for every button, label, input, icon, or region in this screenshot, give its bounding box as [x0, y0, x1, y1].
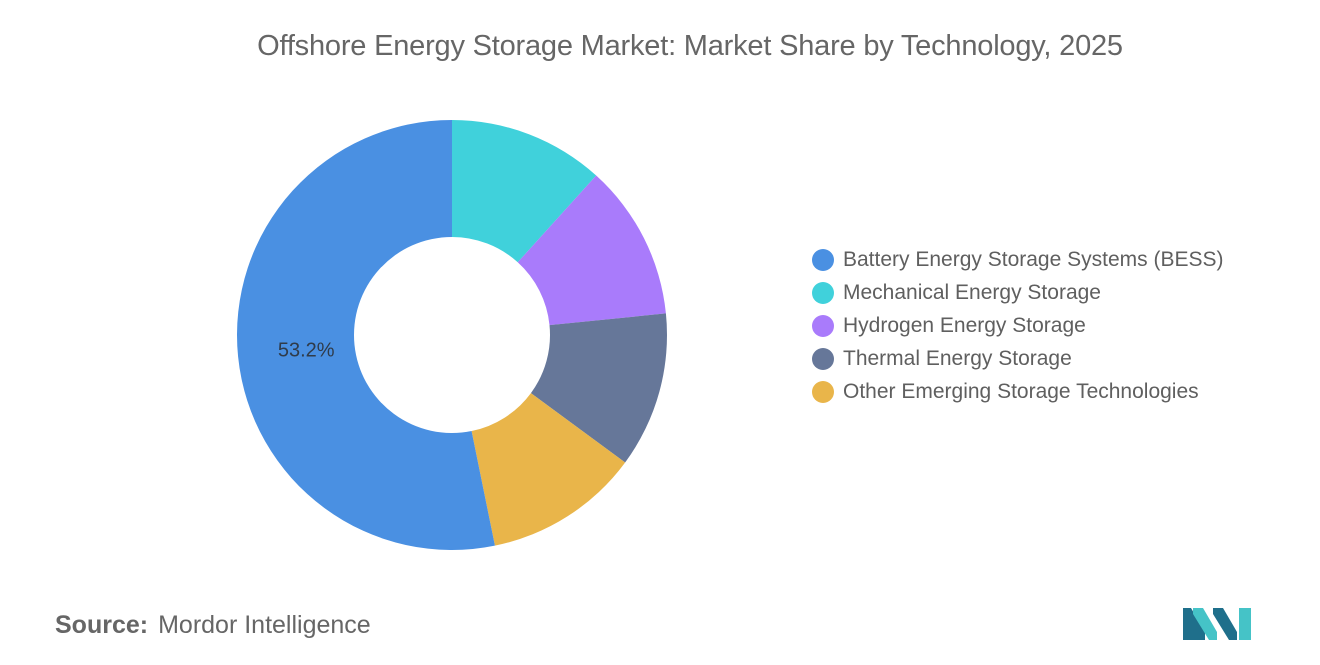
donut-slice-other-emerging-storage-technologies: [471, 393, 626, 546]
legend-swatch-icon: [812, 347, 834, 370]
legend-swatch-icon: [812, 281, 834, 304]
slice-value-label: 53.2%: [278, 340, 335, 362]
donut-slices: [236, 120, 667, 550]
legend-label: Hydrogen Energy Storage: [843, 313, 1086, 337]
chart-title: Offshore Energy Storage Market: Market S…: [257, 30, 1123, 62]
mordor-intelligence-logo-icon: [1183, 608, 1251, 640]
legend-swatch-icon: [812, 314, 834, 337]
slice-labels: 53.2%: [278, 340, 335, 362]
legend-label: Thermal Energy Storage: [843, 346, 1072, 370]
legend-item: Battery Energy Storage Systems (BESS): [812, 243, 1223, 276]
legend-swatch-icon: [812, 380, 834, 403]
legend-label: Other Emerging Storage Technologies: [843, 379, 1199, 403]
source-note: Source: Mordor Intelligence: [55, 611, 371, 640]
legend-item: Other Emerging Storage Technologies: [812, 375, 1223, 408]
donut-slice-battery-energy-storage-systems-bess: [236, 120, 495, 550]
legend-item: Hydrogen Energy Storage: [812, 309, 1223, 342]
donut-slice-hydrogen-energy-storage: [517, 175, 666, 326]
chart-legend: Battery Energy Storage Systems (BESS) Mec…: [812, 243, 1223, 408]
source-label: Source:: [55, 611, 149, 639]
legend-swatch-icon: [812, 248, 834, 271]
legend-label: Battery Energy Storage Systems (BESS): [843, 247, 1224, 271]
legend-item: Mechanical Energy Storage: [812, 276, 1223, 309]
source-value: Mordor Intelligence: [158, 611, 371, 639]
donut-slice-mechanical-energy-storage: [452, 120, 597, 263]
legend-label: Mechanical Energy Storage: [843, 280, 1101, 304]
legend-item: Thermal Energy Storage: [812, 342, 1223, 375]
donut-slice-thermal-energy-storage: [530, 313, 667, 463]
